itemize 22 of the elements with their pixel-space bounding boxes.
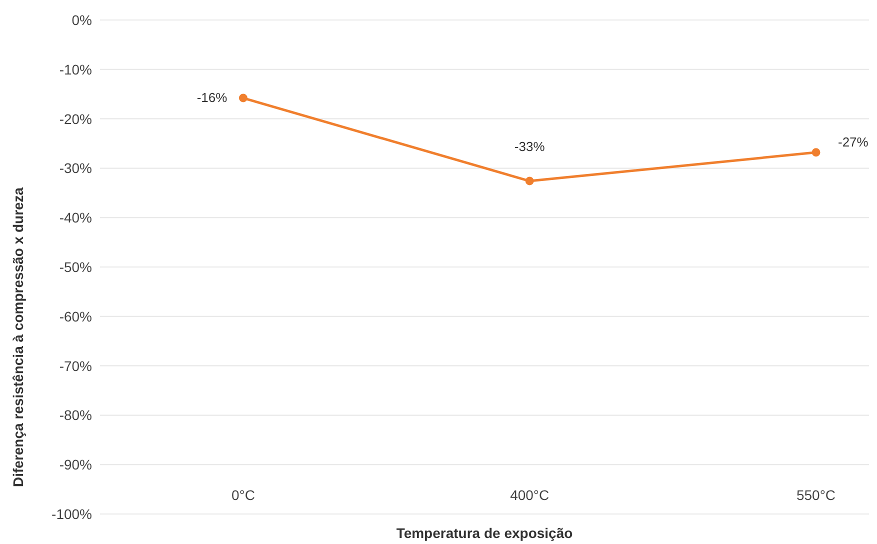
data-label: -27% [838, 134, 869, 150]
x-tick-label: 400°C [510, 487, 550, 503]
data-label: -16% [196, 90, 228, 106]
y-tick-label: -90% [59, 456, 92, 473]
point [238, 94, 248, 102]
data-label: -33% [514, 139, 546, 154]
y-tick-label: -20% [59, 110, 92, 127]
point [812, 148, 820, 157]
y-tick-label: -50% [59, 258, 92, 275]
point [525, 176, 534, 186]
y-tick-label: -70% [59, 358, 92, 374]
x-axis-title: Temperatura de exposição [396, 525, 573, 541]
x-tick-label: 550°C [796, 487, 836, 503]
y-tick-label: -60% [59, 308, 92, 324]
x-tick-label: 0°C [231, 487, 255, 503]
y-tick-label: -10% [59, 61, 92, 78]
y-tick-label: -40% [59, 210, 92, 226]
y-tick-label: -80% [59, 407, 92, 424]
y-axis-title: Diferença resistência à compressão x dureza [10, 187, 26, 487]
y-tick-label: -30% [59, 160, 92, 176]
y-tick-label: -100% [52, 506, 92, 522]
y-tick-label: 0% [72, 12, 92, 28]
